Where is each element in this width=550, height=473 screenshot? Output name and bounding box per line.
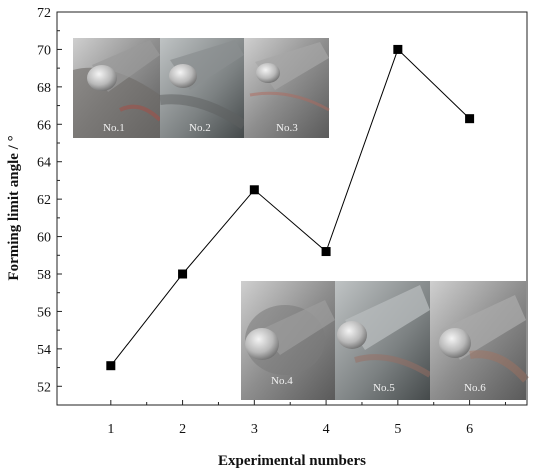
photo-no4: No.4: [241, 281, 335, 400]
x-tick-label: 3: [251, 422, 258, 437]
y-tick-label: 66: [37, 118, 51, 133]
y-tick-label: 56: [37, 305, 51, 320]
x-tick-label: 1: [107, 422, 114, 437]
inset-photos-top: No.1 No.2 No.3: [73, 38, 330, 138]
photo-label-no6: No.6: [464, 382, 486, 394]
x-axis: 1 2 3 4 5 6: [107, 400, 506, 437]
y-tick-label: 72: [37, 6, 51, 21]
x-tick-label: 6: [466, 422, 473, 437]
photo-no5: No.5: [335, 281, 432, 400]
x-tick-label: 5: [394, 422, 401, 437]
photo-label-no4: No.4: [271, 375, 293, 387]
data-point: [106, 361, 116, 371]
x-axis-title: Experimental numbers: [218, 453, 366, 469]
y-tick-label: 68: [37, 81, 51, 96]
data-point: [393, 44, 403, 54]
data-point: [249, 185, 259, 195]
y-tick-label: 58: [37, 268, 51, 283]
photo-no3: No.3: [244, 38, 330, 138]
y-axis-title: Forming limit angle / °: [6, 135, 22, 280]
y-axis: 52 54 56 58 60 62 64 66 68 70 72: [37, 6, 62, 395]
y-tick-label: 64: [37, 156, 51, 171]
inset-photos-bottom: No.4 No.5 No.6: [241, 281, 530, 400]
y-tick-label: 60: [37, 231, 51, 246]
plot-frame: [56, 11, 528, 406]
series-line: [110, 48, 470, 367]
photo-label-no2: No.2: [189, 122, 211, 134]
photo-no2: No.2: [159, 38, 247, 138]
photo-label-no3: No.3: [276, 122, 298, 134]
y-tick-label: 62: [37, 193, 51, 208]
y-tick-label: 70: [37, 43, 51, 58]
y-tick-label: 52: [37, 380, 51, 395]
x-tick-label: 4: [323, 422, 330, 437]
y-tick-label: 54: [37, 343, 51, 358]
photo-no1: No.1: [73, 38, 162, 138]
photo-no6: No.6: [430, 281, 530, 400]
data-point: [465, 114, 475, 124]
photo-label-no1: No.1: [103, 122, 125, 134]
data-point: [178, 269, 188, 279]
x-tick-label: 2: [179, 422, 186, 437]
series-forming-limit-angle: [106, 44, 475, 371]
data-point: [321, 247, 331, 257]
photo-label-no5: No.5: [373, 382, 395, 394]
